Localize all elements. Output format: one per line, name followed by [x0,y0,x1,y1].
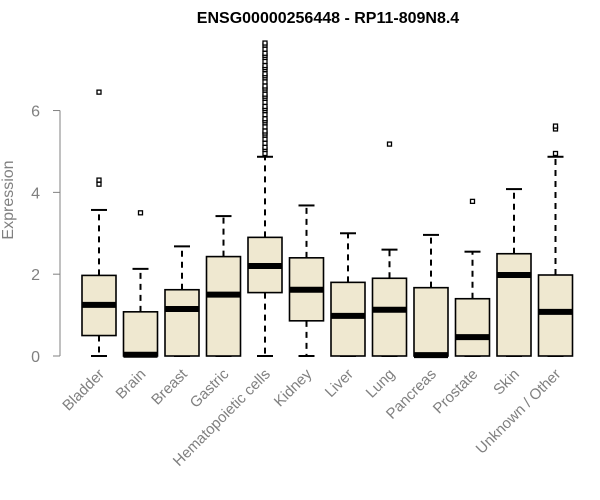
outlier-point [96,89,102,95]
x-tick-label: Liver [322,366,357,401]
outlier-point [262,136,268,142]
outlier-point [96,177,102,183]
iqr-box [371,277,408,357]
outlier-point [262,111,268,118]
box-hematopoietic-cells [247,40,283,357]
outlier-point [262,79,268,85]
outlier-point [96,181,102,187]
x-tick-label: Skin [490,366,523,399]
outlier-point [262,40,268,46]
box-bladder [81,89,117,357]
box-unknown-other [537,123,574,357]
box-gastric [205,215,242,357]
x-tick-label: Brain [113,366,150,403]
x-tick-label: Breast [148,365,191,408]
outlier-point [262,116,268,122]
boxes-group [81,40,574,359]
outlier-point [262,150,268,157]
outlier-point [137,210,144,216]
outlier-point [262,83,268,89]
y-tick-label: 6 [31,104,40,121]
outlier-point [262,99,268,106]
outlier-point [262,144,268,151]
y-tick-label: 4 [31,185,40,202]
outlier-point [262,46,268,52]
box-lung [371,141,408,357]
box-skin [496,188,532,357]
iqr-box [164,288,200,357]
outlier-point [262,128,268,134]
box-brain [122,210,159,358]
iqr-box [122,311,159,357]
box-pancreas [413,233,449,359]
y-axis: 0 2 4 6 [31,104,61,366]
iqr-box [496,252,532,357]
box-liver [330,232,366,357]
iqr-box [413,286,449,357]
outlier-point [552,150,559,157]
chart-title: ENSG00000256448 - RP11-809N8.4 [197,10,460,27]
y-axis-label: Expression [0,160,17,239]
box-kidney [288,204,325,357]
box-prostate [454,198,491,357]
outlier-point [262,71,268,77]
outlier-point [469,198,476,205]
iqr-box [330,281,366,357]
x-tick-label: Bladder [59,366,108,415]
x-tick-label: Lung [363,366,399,402]
x-tick-label: Kidney [271,365,316,410]
outlier-point [262,50,268,56]
outlier-point [552,123,559,129]
iqr-box [537,274,574,357]
outlier-point [386,141,393,147]
outlier-point [262,91,268,97]
y-tick-label: 0 [31,349,40,366]
outlier-point [262,103,268,110]
box-breast [164,245,200,357]
x-tick-label: Prostate [430,366,482,418]
outlier-point [262,140,268,146]
outlier-point [262,58,268,65]
outlier-point [262,62,268,69]
y-tick-label: 2 [31,267,40,284]
iqr-box [454,297,491,357]
iqr-box [205,255,242,357]
outlier-point [262,124,268,130]
